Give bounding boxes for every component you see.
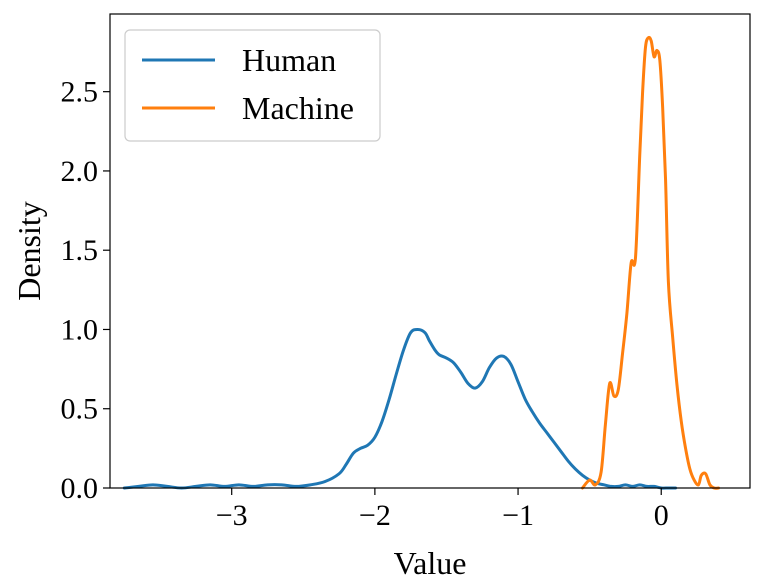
y-tick-label: 2.0 — [61, 155, 99, 188]
x-axis-label: Value — [394, 545, 467, 581]
x-tick-label: −1 — [502, 499, 534, 532]
x-axis-ticks: −3 −2 −1 0 — [216, 488, 669, 532]
y-tick-label: 1.0 — [61, 313, 99, 346]
y-axis-ticks: 0.0 0.5 1.0 1.5 2.0 2.5 — [61, 76, 110, 505]
legend-label-human: Human — [242, 42, 336, 78]
plot-marks — [122, 35, 720, 490]
plot-frame — [109, 13, 751, 489]
y-tick-label: 2.5 — [61, 76, 99, 109]
y-tick-label: 1.5 — [61, 234, 99, 267]
x-tick-label: −2 — [359, 499, 391, 532]
series-line-human — [122, 327, 678, 490]
y-tick-label: 0.5 — [61, 393, 99, 426]
series-line-machine — [580, 35, 720, 490]
y-tick-label: 0.0 — [61, 472, 99, 505]
x-tick-label: −3 — [216, 499, 248, 532]
x-tick-label: 0 — [654, 499, 669, 532]
legend-label-machine: Machine — [242, 90, 354, 126]
legend: Human Machine — [124, 29, 381, 142]
legend-box — [124, 29, 381, 142]
y-axis-label: Density — [11, 201, 47, 301]
